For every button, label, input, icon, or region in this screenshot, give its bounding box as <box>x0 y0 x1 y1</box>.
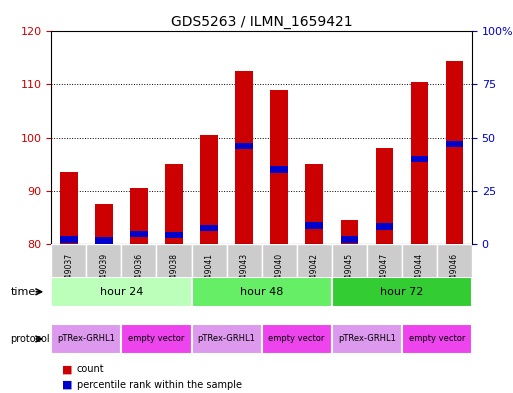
Text: hour 24: hour 24 <box>100 287 143 297</box>
Text: empty vector: empty vector <box>128 334 185 343</box>
Bar <box>305 222 323 229</box>
FancyBboxPatch shape <box>51 244 86 307</box>
Bar <box>305 164 323 244</box>
Text: count: count <box>77 364 105 375</box>
Text: percentile rank within the sample: percentile rank within the sample <box>77 380 242 390</box>
Bar <box>341 220 358 244</box>
FancyBboxPatch shape <box>86 244 122 307</box>
Bar <box>130 188 148 244</box>
FancyBboxPatch shape <box>51 277 191 307</box>
FancyBboxPatch shape <box>191 244 227 307</box>
FancyBboxPatch shape <box>122 244 156 307</box>
FancyBboxPatch shape <box>156 244 191 307</box>
FancyBboxPatch shape <box>262 244 297 307</box>
FancyBboxPatch shape <box>262 324 332 354</box>
Bar <box>410 156 428 162</box>
Text: GSM1149037: GSM1149037 <box>64 253 73 304</box>
Text: pTRex-GRHL1: pTRex-GRHL1 <box>338 334 396 343</box>
FancyBboxPatch shape <box>332 244 367 307</box>
Text: GSM1149041: GSM1149041 <box>205 253 213 304</box>
Text: GSM1149046: GSM1149046 <box>450 253 459 304</box>
Bar <box>446 61 463 244</box>
Bar <box>376 224 393 230</box>
Text: hour 48: hour 48 <box>240 287 283 297</box>
Bar <box>95 204 113 244</box>
FancyBboxPatch shape <box>191 277 332 307</box>
Bar <box>165 164 183 244</box>
FancyBboxPatch shape <box>51 324 122 354</box>
Text: GSM1149036: GSM1149036 <box>134 253 144 304</box>
FancyBboxPatch shape <box>437 244 472 307</box>
Text: empty vector: empty vector <box>409 334 465 343</box>
Bar <box>341 236 358 242</box>
Bar <box>446 141 463 147</box>
Bar <box>60 172 77 244</box>
Text: ■: ■ <box>62 364 72 375</box>
FancyBboxPatch shape <box>227 244 262 307</box>
Text: GSM1149039: GSM1149039 <box>100 253 108 304</box>
FancyBboxPatch shape <box>367 244 402 307</box>
Bar <box>95 237 113 244</box>
Bar <box>270 90 288 244</box>
Bar <box>410 82 428 244</box>
Bar <box>60 236 77 242</box>
Text: GSM1149038: GSM1149038 <box>169 253 179 304</box>
Text: hour 72: hour 72 <box>380 287 424 297</box>
Bar <box>235 71 253 244</box>
Text: GSM1149042: GSM1149042 <box>310 253 319 304</box>
Text: protocol: protocol <box>10 334 50 344</box>
Text: pTRex-GRHL1: pTRex-GRHL1 <box>57 334 115 343</box>
FancyBboxPatch shape <box>402 324 472 354</box>
Bar <box>376 148 393 244</box>
Text: empty vector: empty vector <box>268 334 325 343</box>
Bar <box>200 135 218 244</box>
Bar <box>270 166 288 173</box>
Text: time: time <box>10 287 35 297</box>
FancyBboxPatch shape <box>297 244 332 307</box>
Text: GSM1149044: GSM1149044 <box>415 253 424 304</box>
FancyBboxPatch shape <box>332 324 402 354</box>
Title: GDS5263 / ILMN_1659421: GDS5263 / ILMN_1659421 <box>171 15 352 29</box>
Bar <box>165 232 183 238</box>
Text: GSM1149043: GSM1149043 <box>240 253 249 304</box>
FancyBboxPatch shape <box>332 277 472 307</box>
FancyBboxPatch shape <box>402 244 437 307</box>
Bar <box>235 143 253 149</box>
Text: pTRex-GRHL1: pTRex-GRHL1 <box>198 334 255 343</box>
Text: ■: ■ <box>62 380 72 390</box>
Text: GSM1149040: GSM1149040 <box>274 253 284 304</box>
FancyBboxPatch shape <box>122 324 191 354</box>
Text: GSM1149047: GSM1149047 <box>380 253 389 304</box>
Bar <box>130 231 148 237</box>
Text: GSM1149045: GSM1149045 <box>345 253 354 304</box>
Bar <box>200 224 218 231</box>
FancyBboxPatch shape <box>191 324 262 354</box>
